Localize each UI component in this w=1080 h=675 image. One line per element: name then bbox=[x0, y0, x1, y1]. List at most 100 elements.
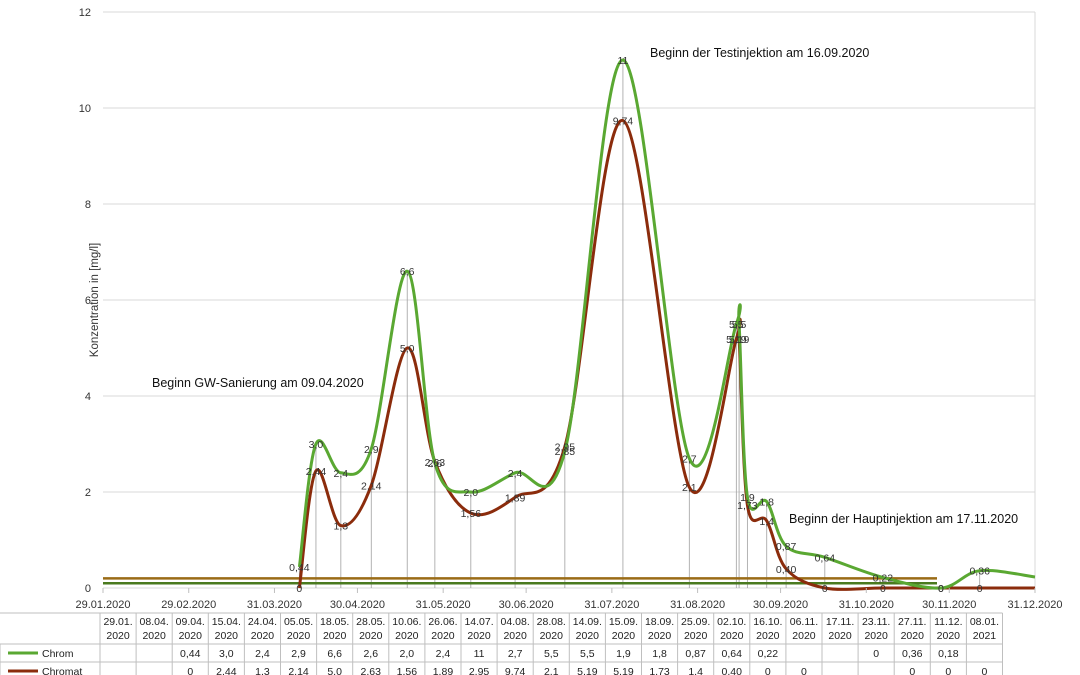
table-date-year: 2020 bbox=[720, 630, 744, 642]
x-tick-label: 31.03.2020 bbox=[247, 599, 302, 611]
data-label: 3,0 bbox=[309, 439, 324, 451]
x-tick-label: 31.05.2020 bbox=[416, 599, 471, 611]
table-date-year: 2020 bbox=[142, 630, 166, 642]
table-cell: 0,18 bbox=[938, 648, 959, 660]
table-cell: 2,44 bbox=[216, 666, 237, 675]
x-tick-label: 31.07.2020 bbox=[584, 599, 639, 611]
data-label: 1,56 bbox=[461, 508, 482, 520]
table-cell: 2,95 bbox=[469, 666, 490, 675]
table-cell: 1,73 bbox=[649, 666, 670, 675]
table-date-day: 27.11. bbox=[898, 616, 926, 628]
data-label: 5,19 bbox=[729, 334, 750, 346]
table-date-year: 2020 bbox=[648, 630, 672, 642]
y-axis-ticks: 0 2 4 6 8 10 12 bbox=[79, 7, 91, 595]
annotation: Beginn GW-Sanierung am 09.04.2020 bbox=[152, 376, 364, 390]
table-date-day: 23.11. bbox=[862, 616, 890, 628]
data-label: 2,9 bbox=[364, 444, 379, 456]
table-cell: 0,44 bbox=[180, 648, 201, 660]
data-label: 0,44 bbox=[289, 562, 310, 574]
data-label: 5,5 bbox=[729, 319, 744, 331]
legend-label-chromat: Chromat bbox=[42, 666, 82, 675]
x-tick-label: 30.04.2020 bbox=[330, 599, 385, 611]
data-label: 2,0 bbox=[464, 487, 479, 499]
data-label: 1,89 bbox=[505, 492, 526, 504]
table-cell: 9,74 bbox=[505, 666, 526, 675]
data-label: 0,87 bbox=[776, 541, 797, 553]
table-date-year: 2020 bbox=[359, 630, 383, 642]
data-label: 0,22 bbox=[873, 572, 894, 584]
table-cell: 0 bbox=[982, 666, 988, 675]
table-date-day: 15.04. bbox=[212, 616, 241, 628]
table-date-day: 04.08. bbox=[501, 616, 530, 628]
annotation: Beginn der Testinjektion am 16.09.2020 bbox=[650, 46, 869, 60]
data-label: 0,40 bbox=[776, 564, 797, 576]
table-cell: 0,40 bbox=[722, 666, 743, 675]
table-cell: 1,56 bbox=[397, 666, 418, 675]
table-cell: 2,14 bbox=[288, 666, 309, 675]
data-label: 2,4 bbox=[334, 468, 349, 480]
table-cell: 5,19 bbox=[577, 666, 598, 675]
table-cell: 2,7 bbox=[508, 648, 523, 660]
table-date-day: 18.05. bbox=[320, 616, 349, 628]
table-cell: 2,6 bbox=[363, 648, 378, 660]
table-date-year: 2020 bbox=[756, 630, 780, 642]
x-tick-label: 31.10.2020 bbox=[839, 599, 894, 611]
table-date-year: 2020 bbox=[179, 630, 203, 642]
data-label: 5,0 bbox=[400, 343, 415, 355]
table-date-year: 2020 bbox=[540, 630, 564, 642]
table-date-year: 2020 bbox=[395, 630, 419, 642]
x-tick-label: 30.06.2020 bbox=[499, 599, 554, 611]
table-cell: 2,0 bbox=[400, 648, 415, 660]
table-cell: 0 bbox=[765, 666, 771, 675]
series-line-chrom bbox=[297, 58, 1036, 590]
table-date-day: 17.11. bbox=[826, 616, 854, 628]
y-tick-label: 10 bbox=[79, 103, 91, 115]
data-label: 0,64 bbox=[815, 552, 836, 564]
table-cell: 2,4 bbox=[436, 648, 451, 660]
table-date-day: 11.12. bbox=[934, 616, 962, 628]
table-cell: 0,64 bbox=[722, 648, 743, 660]
data-label: 0 bbox=[938, 583, 944, 595]
threshold-lines bbox=[103, 577, 937, 585]
data-label: 2,7 bbox=[682, 453, 697, 465]
table-date-year: 2020 bbox=[792, 630, 816, 642]
data-labels: 0,443,02,42,96,62,62,02,42,85112,75,55,5… bbox=[289, 55, 990, 595]
table-cell: 0,87 bbox=[685, 648, 706, 660]
x-tick-label: 30.09.2020 bbox=[753, 599, 808, 611]
annotations: Beginn GW-Sanierung am 09.04.2020 Beginn … bbox=[152, 46, 1018, 526]
data-label: 2,4 bbox=[508, 468, 523, 480]
table-date-day: 28.08. bbox=[537, 616, 566, 628]
table-date-year: 2020 bbox=[901, 630, 925, 642]
table-date-day: 29.01. bbox=[103, 616, 132, 628]
data-label: 2,44 bbox=[306, 466, 327, 478]
series-lines bbox=[297, 58, 1036, 591]
table-cell: 2,1 bbox=[544, 666, 559, 675]
y-axis-label: Konzentration in [mg/l] bbox=[89, 243, 101, 357]
table-date-day: 16.10. bbox=[753, 616, 782, 628]
y-tick-label: 2 bbox=[85, 487, 91, 499]
table-date-day: 10.06. bbox=[392, 616, 421, 628]
table-cell: 0,36 bbox=[902, 648, 923, 660]
table-cell: 1,8 bbox=[652, 648, 667, 660]
data-label: 5,5 bbox=[732, 319, 747, 331]
data-label: 0,36 bbox=[969, 566, 990, 578]
table-cell: 1,9 bbox=[616, 648, 631, 660]
data-label: 2,95 bbox=[555, 441, 576, 453]
data-label: 0 bbox=[977, 583, 983, 595]
table-date-year: 2020 bbox=[215, 630, 239, 642]
table-date-day: 24.04. bbox=[248, 616, 277, 628]
table-date-year: 2020 bbox=[287, 630, 311, 642]
y-tick-label: 4 bbox=[85, 391, 91, 403]
y-tick-label: 6 bbox=[85, 295, 91, 307]
table-date-day: 08.01. bbox=[970, 616, 999, 628]
table-cell: 1,3 bbox=[255, 666, 270, 675]
x-tick-label: 31.12.2020 bbox=[1007, 599, 1062, 611]
table-cell: 0 bbox=[873, 648, 879, 660]
table-date-year: 2020 bbox=[684, 630, 708, 642]
data-label: 6,6 bbox=[400, 266, 415, 278]
table-date-year: 2021 bbox=[973, 630, 997, 642]
table-cell: 5,0 bbox=[327, 666, 342, 675]
table-date-day: 25.09. bbox=[681, 616, 710, 628]
table-date-year: 2020 bbox=[828, 630, 852, 642]
table-cell: 0,22 bbox=[758, 648, 779, 660]
